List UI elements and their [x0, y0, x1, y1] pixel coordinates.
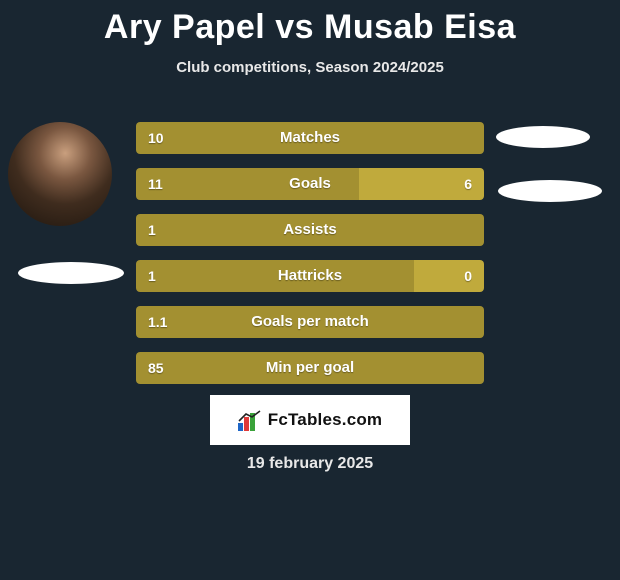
comparison-date: 19 february 2025: [0, 455, 620, 473]
player2-shadow-ellipse-1: [496, 126, 590, 148]
stat-bar-player1: 11: [136, 168, 359, 200]
stat-row: 1.1Goals per match: [136, 306, 484, 338]
fctables-logo-icon: [238, 409, 262, 431]
stat-bar-player1: 1: [136, 260, 414, 292]
stat-row: 85Min per goal: [136, 352, 484, 384]
brand-text: FcTables.com: [268, 410, 383, 430]
stat-value-player1: 1: [148, 268, 156, 284]
stat-bar-player1: 1: [136, 214, 484, 246]
brand-box: FcTables.com: [210, 395, 410, 445]
player2-shadow-ellipse-2: [498, 180, 602, 202]
stat-row: 10Hattricks: [136, 260, 484, 292]
stat-value-player2: 0: [464, 268, 472, 284]
stat-row: 1Assists: [136, 214, 484, 246]
stat-bar-player1: 85: [136, 352, 484, 384]
stat-bar-player2: 6: [359, 168, 484, 200]
stat-row: 116Goals: [136, 168, 484, 200]
stat-value-player1: 10: [148, 130, 164, 146]
title-player1: Ary Papel: [104, 8, 265, 46]
subtitle: Club competitions, Season 2024/2025: [0, 59, 620, 76]
stat-value-player1: 1: [148, 222, 156, 238]
title-vs: vs: [275, 8, 314, 46]
stat-bar-player1: 1.1: [136, 306, 484, 338]
stat-bar-player2: 0: [414, 260, 484, 292]
comparison-title: Ary Papel vs Musab Eisa: [0, 0, 620, 47]
stat-bar-player1: 10: [136, 122, 484, 154]
stat-value-player2: 6: [464, 176, 472, 192]
title-player2: Musab Eisa: [324, 8, 516, 46]
stat-row: 10Matches: [136, 122, 484, 154]
stat-value-player1: 85: [148, 360, 164, 376]
comparison-bars: 10Matches116Goals1Assists10Hattricks1.1G…: [136, 122, 484, 398]
player1-shadow-ellipse: [18, 262, 124, 284]
stat-value-player1: 11: [148, 176, 163, 192]
stat-value-player1: 1.1: [148, 314, 167, 330]
player1-avatar: [8, 122, 112, 226]
